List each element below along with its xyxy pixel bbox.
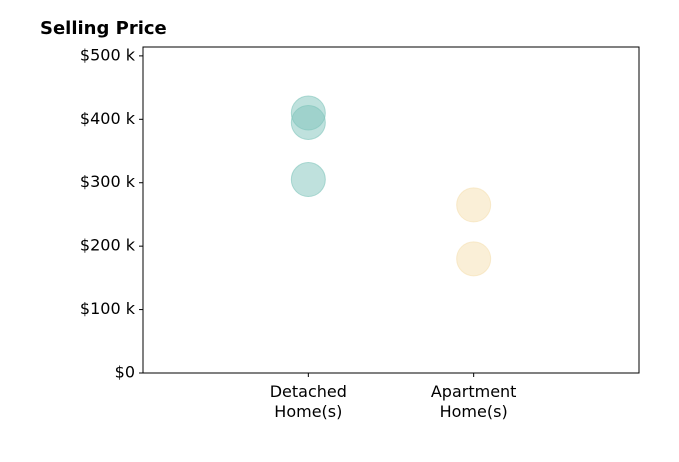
chart-title: Selling Price — [40, 18, 167, 39]
y-tick-label: $500 k — [80, 45, 136, 64]
y-tick-label: $400 k — [80, 109, 136, 128]
x-tick-label: Apartment Home(s) — [430, 382, 517, 421]
point — [456, 241, 492, 277]
point — [456, 187, 492, 223]
y-tick-label: $300 k — [80, 172, 136, 191]
y-tick-label: $100 k — [80, 299, 136, 318]
y-tick-label: $200 k — [80, 236, 136, 255]
point — [290, 162, 326, 198]
x-tick-label: Detached Home(s) — [269, 382, 347, 421]
point — [290, 104, 326, 140]
plot-frame — [142, 46, 640, 374]
y-tick-label: $0 — [115, 363, 135, 382]
